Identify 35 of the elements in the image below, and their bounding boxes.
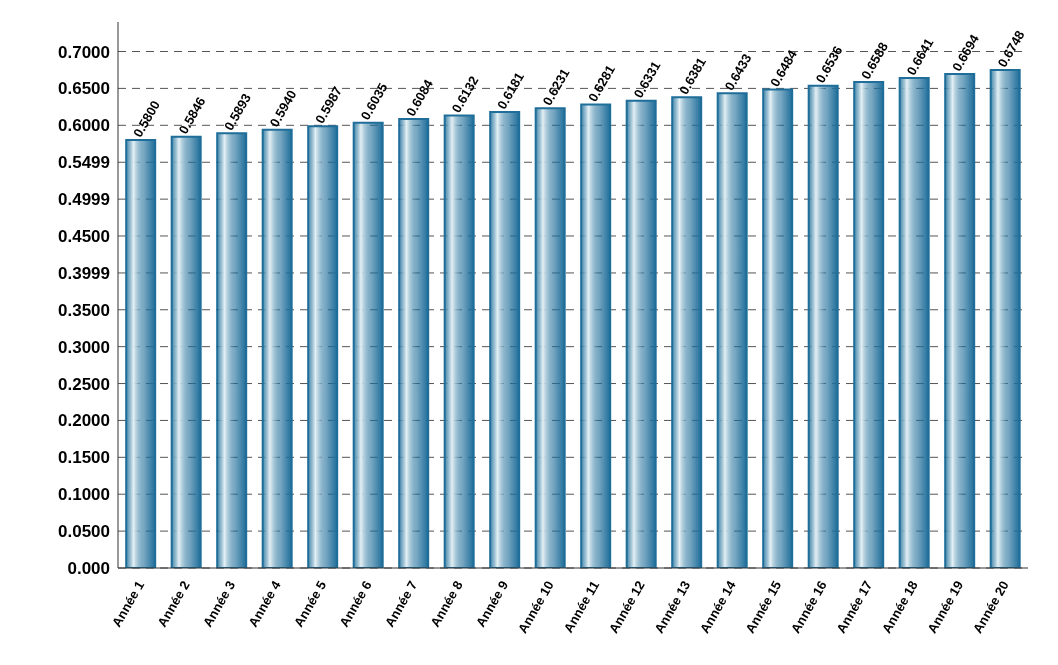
bar: [125, 139, 157, 568]
bar: [580, 103, 612, 568]
y-tick-label: 0.000: [67, 559, 110, 579]
bar: [625, 99, 657, 568]
y-tick-label: 0.7000: [58, 42, 110, 62]
bar: [989, 69, 1021, 568]
bar: [534, 107, 566, 568]
y-tick-label: 0.1500: [58, 448, 110, 468]
y-tick-label: 0.2500: [58, 374, 110, 394]
bar: [398, 118, 430, 568]
bar: [762, 88, 794, 568]
bar: [443, 114, 475, 568]
bar: [261, 128, 293, 568]
bar: [944, 73, 976, 568]
y-tick-label: 0.5499: [58, 153, 110, 173]
y-tick-label: 0.2000: [58, 411, 110, 431]
bar: [853, 80, 885, 568]
y-tick-label: 0.1000: [58, 485, 110, 505]
y-tick-label: 0.6500: [58, 79, 110, 99]
bar: [807, 84, 839, 568]
y-tick-label: 0.3500: [58, 300, 110, 320]
bar: [671, 96, 703, 568]
bar: [489, 110, 521, 568]
y-tick-label: 0.3000: [58, 337, 110, 357]
y-tick-label: 0.0500: [58, 522, 110, 542]
bar: [170, 135, 202, 568]
y-tick-label: 0.6000: [58, 116, 110, 136]
y-tick-label: 0.4999: [58, 190, 110, 210]
bar: [352, 121, 384, 568]
bar: [307, 125, 339, 568]
y-tick-label: 0.3999: [58, 263, 110, 283]
bar: [898, 77, 930, 568]
bar: [216, 132, 248, 568]
y-tick-label: 0.4500: [58, 227, 110, 247]
bar: [716, 92, 748, 568]
